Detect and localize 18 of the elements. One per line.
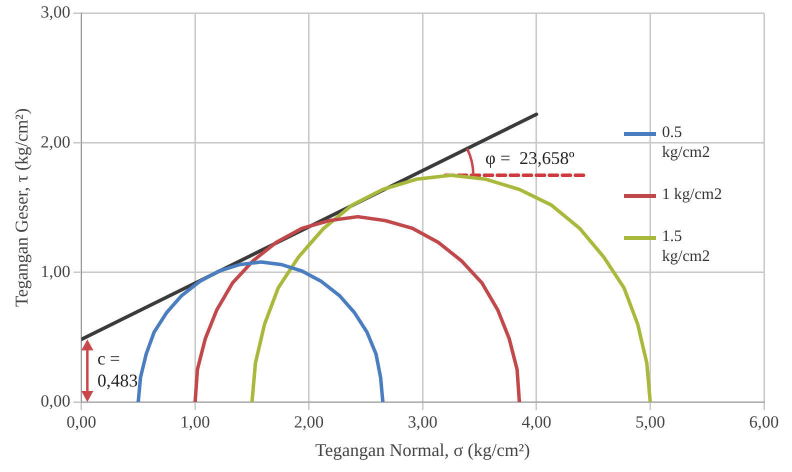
y-tick-label: 2,00 — [40, 132, 70, 152]
y-axis-title: Tegangan Geser, τ (kg/cm²) — [12, 108, 32, 307]
x-tick-label: 1,00 — [180, 412, 210, 432]
y-tick-label: 3,00 — [40, 2, 70, 22]
x-tick-label: 2,00 — [294, 412, 324, 432]
annotation: c = 0,483 — [97, 348, 138, 390]
legend-label: 0.5 kg/cm2 — [662, 123, 711, 164]
x-tick-label: 5,00 — [635, 412, 666, 432]
legend-label: 1 kg/cm2 — [662, 185, 723, 206]
x-tick-label: 6,00 — [749, 412, 779, 432]
x-tick-label: 4,00 — [522, 412, 552, 432]
annotation: φ = 23,658º — [485, 148, 575, 168]
legend-label: 1.5 kg/cm2 — [662, 227, 711, 268]
y-tick-label: 1,00 — [40, 262, 70, 281]
x-tick-label: 0,00 — [66, 412, 96, 432]
x-tick-label: 3,00 — [408, 412, 438, 432]
x-axis-title: Tegangan Normal, σ (kg/cm²) — [315, 440, 530, 460]
y-tick-label: 0,00 — [40, 391, 70, 410]
